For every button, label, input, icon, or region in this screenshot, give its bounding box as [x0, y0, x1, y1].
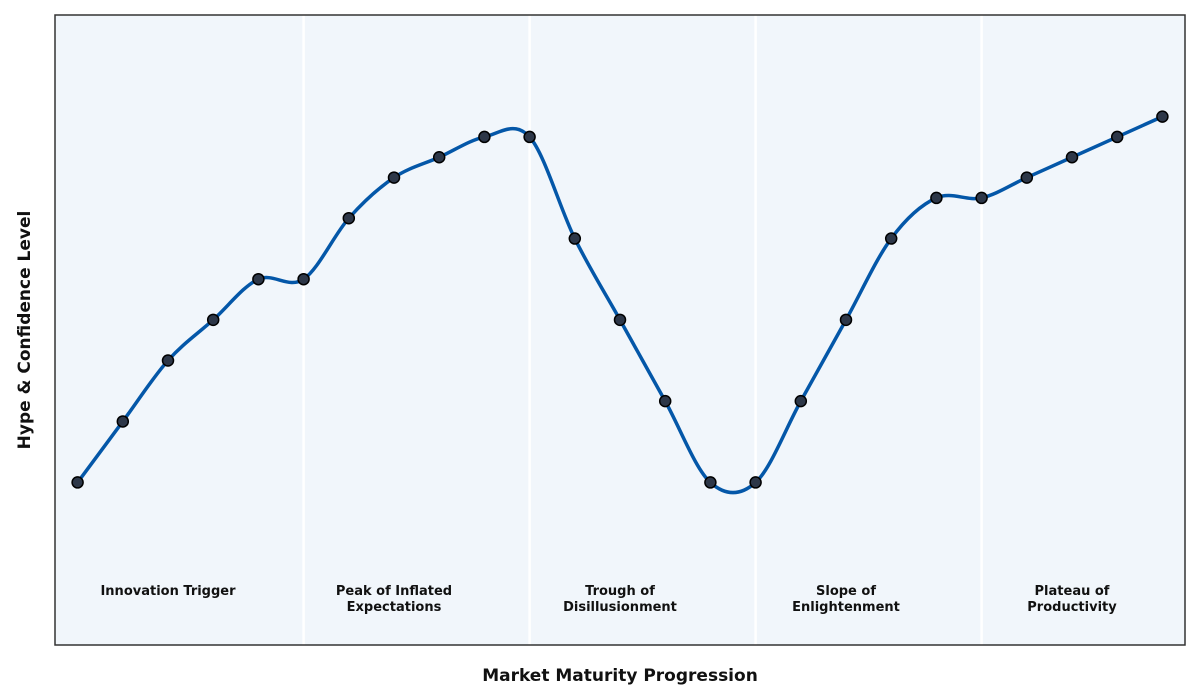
- phase-label: Plateau of Productivity: [1027, 584, 1117, 615]
- phase-label-line: Expectations: [347, 600, 442, 615]
- phase-label: Trough of Disillusionment: [563, 584, 677, 615]
- point: [116, 415, 130, 428]
- point: [297, 272, 310, 286]
- plot-background: [55, 15, 1185, 645]
- phase-label-line: Peak of Inflated: [336, 584, 452, 599]
- phase-label-line: Disillusionment: [563, 600, 677, 615]
- phase-label-line: Enlightenment: [792, 600, 900, 615]
- point: [1156, 110, 1169, 123]
- point: [568, 232, 582, 245]
- point: [839, 313, 853, 327]
- y-axis-label: Hype & Confidence Level: [15, 211, 35, 450]
- point: [206, 313, 220, 327]
- point: [432, 151, 446, 164]
- plot-frame: [54, 14, 1186, 646]
- point: [975, 191, 988, 205]
- point: [1110, 130, 1124, 144]
- point: [704, 476, 717, 489]
- phase-label-line: Innovation Trigger: [100, 584, 236, 599]
- plot-layer: Innovation Trigger Peak of Inflated Expect…: [71, 15, 1169, 645]
- phase-label-line: Slope of: [816, 584, 876, 599]
- phase-label: Peak of Inflated Expectations: [336, 584, 452, 615]
- point: [613, 313, 627, 327]
- point: [930, 191, 943, 205]
- phase-label-line: Productivity: [1027, 600, 1117, 615]
- point: [749, 476, 762, 489]
- point: [523, 130, 536, 144]
- point: [252, 272, 265, 286]
- point: [1020, 171, 1034, 184]
- point: [794, 394, 808, 408]
- point: [387, 171, 401, 184]
- point: [342, 211, 356, 225]
- phase-label-line: Trough of: [585, 584, 655, 599]
- point: [658, 394, 672, 408]
- phase-label-line: Plateau of: [1035, 584, 1110, 599]
- point: [478, 130, 491, 144]
- phase-label: Slope of Enlightenment: [792, 584, 900, 615]
- point: [1065, 151, 1079, 164]
- point: [71, 476, 84, 489]
- x-axis-label: Market Maturity Progression: [482, 666, 758, 686]
- point: [884, 232, 898, 245]
- phase-label: Innovation Trigger: [100, 584, 236, 599]
- point: [161, 354, 175, 367]
